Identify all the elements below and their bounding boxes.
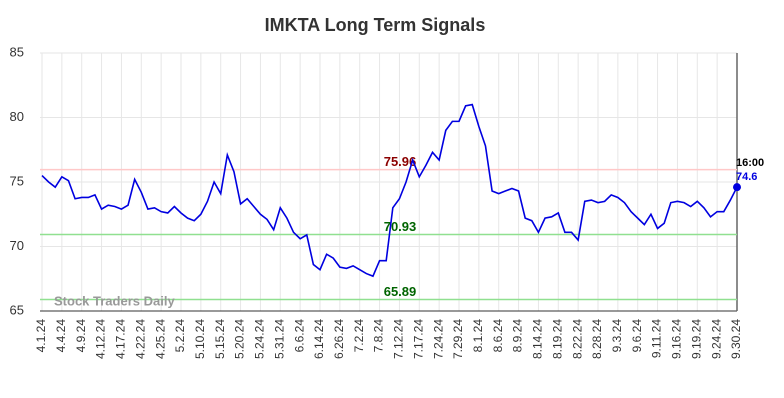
- x-tick-label: 4.9.24: [74, 319, 88, 353]
- y-tick-label: 80: [10, 109, 24, 124]
- price-line: [41, 103, 738, 278]
- y-tick-label: 65: [10, 302, 24, 317]
- last-value: 74.6: [736, 171, 757, 183]
- chart-title: IMKTA Long Term Signals: [265, 15, 486, 35]
- x-tick-label: 8.19.24: [550, 319, 564, 359]
- x-tick-label: 9.19.24: [689, 319, 703, 359]
- last-point: [733, 183, 741, 192]
- y-tick-label: 85: [10, 44, 24, 59]
- signal-label: 70.93: [384, 219, 417, 234]
- x-tick-label: 9.3.24: [610, 319, 624, 353]
- x-tick-label: 7.2.24: [352, 319, 366, 353]
- signal-label: 65.89: [384, 284, 417, 299]
- x-tick-label: 4.12.24: [94, 319, 108, 359]
- x-tick-label: 4.1.24: [34, 319, 48, 353]
- x-tick-label: 5.24.24: [253, 319, 267, 359]
- x-tick-label: 4.22.24: [133, 319, 147, 359]
- x-tick-label: 6.6.24: [292, 319, 306, 353]
- x-tick-label: 9.24.24: [709, 319, 723, 359]
- x-tick-label: 9.30.24: [729, 319, 743, 359]
- last-time: 16:00: [736, 157, 764, 169]
- signal-label: 75.96: [384, 154, 417, 169]
- y-tick-label: 75: [10, 173, 24, 188]
- x-tick-label: 8.6.24: [491, 319, 505, 353]
- x-tick-label: 7.12.24: [392, 319, 406, 359]
- x-tick-label: 9.6.24: [630, 319, 644, 353]
- x-tick-label: 8.28.24: [590, 319, 604, 359]
- x-tick-label: 5.15.24: [213, 319, 227, 359]
- x-tick-label: 7.8.24: [372, 319, 386, 353]
- x-tick-label: 5.10.24: [193, 319, 207, 359]
- x-tick-label: 4.17.24: [114, 319, 128, 359]
- x-tick-label: 7.29.24: [451, 319, 465, 359]
- x-tick-label: 6.26.24: [332, 319, 346, 359]
- x-tick-label: 4.25.24: [153, 319, 167, 359]
- x-tick-label: 8.22.24: [570, 319, 584, 359]
- x-tick-label: 8.9.24: [511, 319, 525, 353]
- x-tick-label: 7.17.24: [411, 319, 425, 359]
- x-tick-label: 4.4.24: [54, 319, 68, 353]
- y-tick-label: 70: [10, 238, 24, 253]
- x-tick-label: 9.11.24: [650, 319, 664, 358]
- x-tick-label: 7.24.24: [431, 319, 445, 359]
- x-tick-label: 5.2.24: [173, 319, 187, 353]
- x-tick-label: 6.14.24: [312, 319, 326, 359]
- x-tick-label: 8.1.24: [471, 319, 485, 353]
- x-tick-label: 5.31.24: [272, 319, 286, 359]
- x-tick-label: 9.16.24: [670, 319, 684, 359]
- x-tick-label: 5.20.24: [233, 319, 247, 359]
- x-tick-label: 8.14.24: [531, 319, 545, 359]
- watermark: Stock Traders Daily: [54, 293, 175, 308]
